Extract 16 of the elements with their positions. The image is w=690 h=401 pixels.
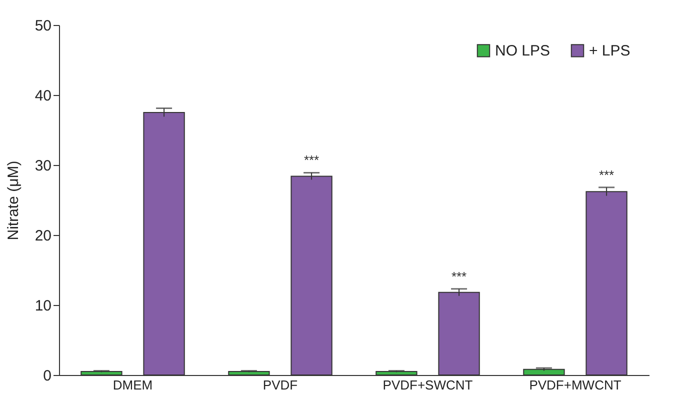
y-tick-label: 40: [34, 88, 52, 104]
legend-label: NO LPS: [495, 42, 550, 60]
annotation: ***: [304, 152, 320, 168]
y-tick-label: 50: [34, 18, 52, 34]
y-tick-label: 0: [43, 368, 52, 384]
y-axis-title: Nitrate (μM): [4, 160, 22, 240]
x-tick-label: PVDF: [262, 378, 298, 392]
annotation: ***: [598, 167, 614, 182]
x-tick-label: DMEM: [112, 378, 153, 392]
x-tick-label: PVDF+MWCNT: [529, 378, 622, 392]
y-tick-label: 20: [34, 228, 52, 244]
annotation: ***: [451, 268, 467, 284]
y-tick-label: 10: [34, 298, 52, 314]
x-tick-label: PVDF+SWCNT: [382, 378, 473, 392]
y-tick-label: 30: [34, 158, 52, 174]
legend-label: + LPS: [589, 42, 630, 60]
